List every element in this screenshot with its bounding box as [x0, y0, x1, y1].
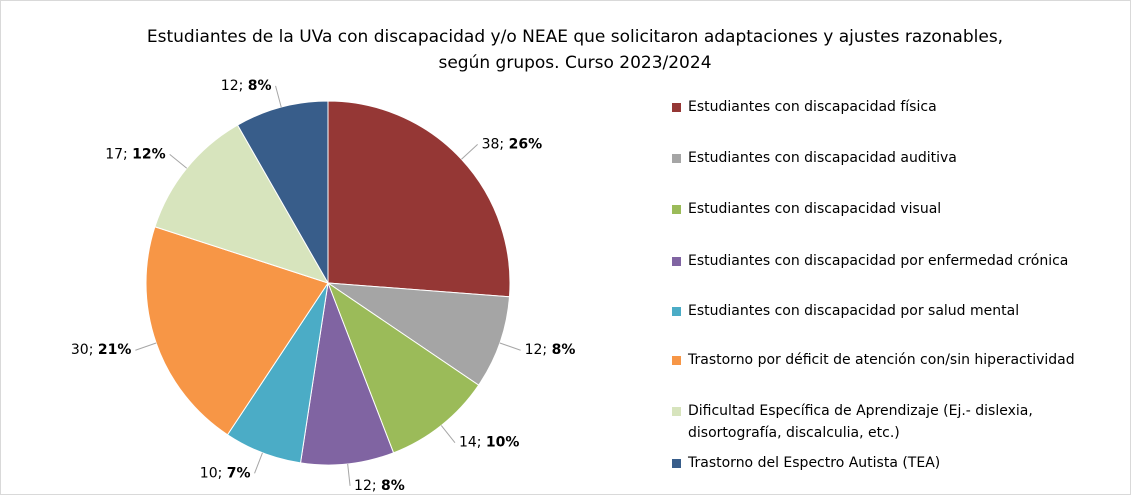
leader-line — [169, 153, 188, 169]
legend-swatch — [672, 103, 681, 112]
legend-item: Estudiantes con discapacidad por enferme… — [672, 250, 1068, 272]
legend-swatch — [672, 307, 681, 316]
legend-label: Estudiantes con discapacidad visual — [688, 201, 942, 217]
legend-item: Trastorno del Espectro Autista (TEA) — [672, 452, 940, 474]
data-label: 10; 7% — [200, 465, 251, 481]
leader-line — [275, 85, 282, 108]
legend-swatch — [672, 205, 681, 214]
legend-label: Estudiantes con discapacidad auditiva — [688, 150, 957, 166]
legend-swatch — [672, 407, 681, 416]
legend-item: Estudiantes con discapacidad por salud m… — [672, 300, 1019, 322]
data-label: 12; 8% — [354, 478, 405, 494]
data-label: 38; 26% — [482, 136, 543, 152]
leader-line — [254, 452, 263, 474]
legend-label: Dificultad Específica de Aprendizaje (Ej… — [688, 403, 1033, 441]
legend-item: Estudiantes con discapacidad física — [672, 96, 937, 118]
leader-line — [499, 342, 521, 351]
data-label: 14; 10% — [459, 435, 520, 451]
legend-swatch — [672, 257, 681, 266]
data-label: 12; 8% — [221, 78, 272, 94]
legend-label: Estudiantes con discapacidad por enferme… — [688, 253, 1069, 269]
legend-label: Estudiantes con discapacidad física — [688, 99, 937, 115]
legend-swatch — [672, 459, 681, 468]
pie-slice — [145, 226, 329, 436]
legend-label: Trastorno por déficit de atención con/si… — [688, 352, 1075, 368]
data-label: 17; 12% — [105, 146, 166, 162]
legend-item: Estudiantes con discapacidad visual — [672, 198, 941, 220]
legend-item: Trastorno por déficit de atención con/si… — [672, 349, 1075, 371]
legend-label: Trastorno del Espectro Autista (TEA) — [688, 455, 941, 471]
legend-swatch — [672, 154, 681, 163]
leader-line — [347, 463, 351, 486]
pie-slice — [299, 281, 395, 466]
legend-item: Dificultad Específica de Aprendizaje (Ej… — [672, 400, 1098, 444]
leader-line — [440, 425, 456, 444]
leader-line — [461, 143, 478, 160]
data-label: 30; 21% — [71, 342, 132, 358]
data-label: 12; 8% — [525, 342, 576, 358]
pie-slice — [236, 100, 329, 285]
legend-swatch — [672, 356, 681, 365]
legend-label: Estudiantes con discapacidad por salud m… — [688, 303, 1020, 319]
chart-title: Estudiantes de la UVa con discapacidad y… — [146, 27, 1004, 73]
leader-line — [135, 342, 157, 351]
pie-slice — [327, 100, 511, 298]
pie-slice — [154, 124, 330, 284]
pie-slice — [326, 282, 511, 386]
legend-item: Estudiantes con discapacidad auditiva — [672, 147, 957, 169]
